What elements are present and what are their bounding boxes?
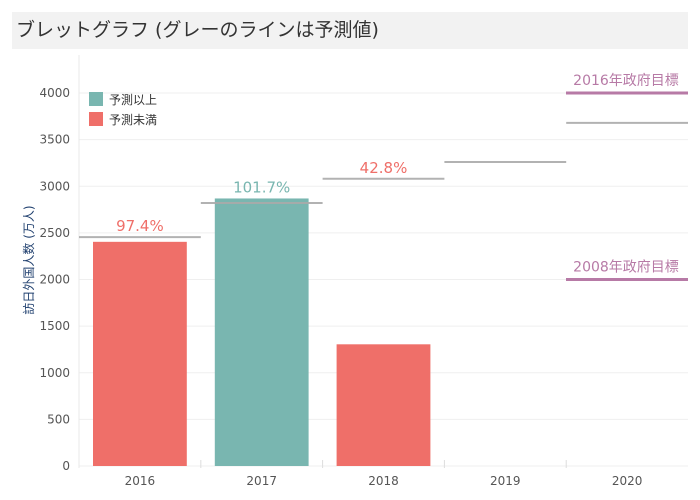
x-tick-label: 2018 xyxy=(368,474,399,488)
target-label: 2008年政府目標 xyxy=(573,260,679,276)
x-tick-label: 2016 xyxy=(125,474,156,488)
data-label: 97.4% xyxy=(116,217,164,235)
data-label: 42.8% xyxy=(360,159,408,177)
y-tick-label: 4000 xyxy=(39,86,70,100)
y-tick-label: 3500 xyxy=(39,133,70,147)
y-tick-label: 500 xyxy=(47,412,70,426)
y-tick-label: 2000 xyxy=(39,273,70,287)
x-tick-label: 2017 xyxy=(246,474,277,488)
y-tick-label: 1500 xyxy=(39,319,70,333)
data-label: 101.7% xyxy=(233,178,290,196)
legend-label: 予測以上 xyxy=(109,93,157,107)
chart-title: ブレットグラフ (グレーのラインは予測値) xyxy=(12,12,688,49)
bar xyxy=(93,241,187,466)
bar xyxy=(214,198,309,466)
x-tick-label: 2019 xyxy=(490,474,521,488)
y-tick-label: 1000 xyxy=(39,366,70,380)
x-tick-label: 2020 xyxy=(612,474,643,488)
bar xyxy=(336,344,431,466)
target-label: 2016年政府目標 xyxy=(573,73,679,89)
legend-label: 予測未満 xyxy=(109,113,157,127)
y-axis-label: 訪日外国人数 (万人) xyxy=(21,205,36,314)
y-tick-label: 3000 xyxy=(39,179,70,193)
legend-swatch xyxy=(89,92,103,106)
y-tick-label: 2500 xyxy=(39,226,70,240)
y-tick-label: 0 xyxy=(62,459,70,473)
legend-swatch xyxy=(89,112,103,126)
